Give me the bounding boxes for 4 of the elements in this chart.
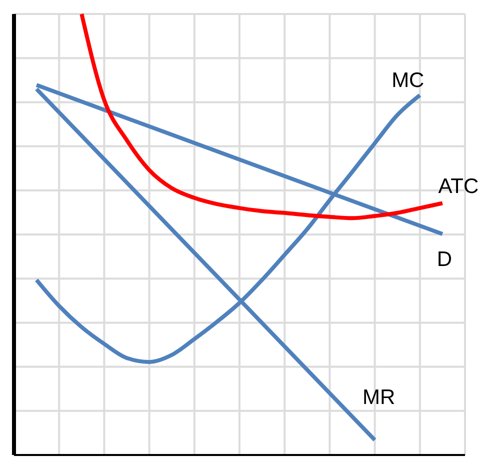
series-label: D	[436, 248, 452, 272]
series-label: MR	[362, 386, 396, 410]
series-label: MC	[392, 69, 424, 92]
series-label: ATC	[438, 175, 479, 198]
